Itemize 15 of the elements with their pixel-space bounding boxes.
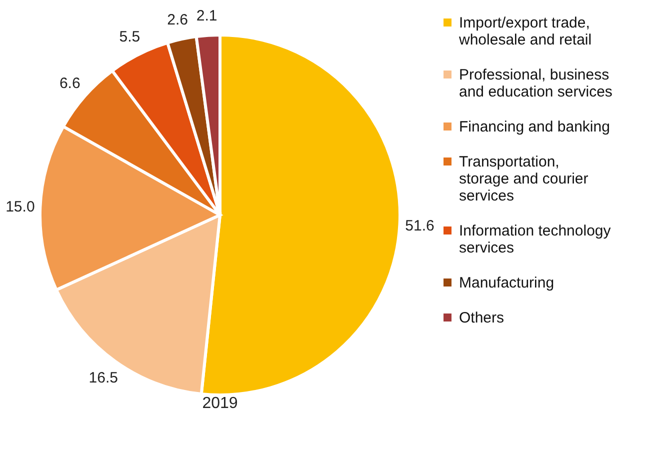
- data-label: 51.6: [405, 217, 434, 234]
- data-label: 6.6: [59, 74, 80, 92]
- legend-label: Others: [459, 310, 504, 326]
- data-label: 16.5: [88, 369, 118, 386]
- legend-label: Transportation, storage and courier services: [459, 154, 588, 204]
- data-label: 2.1: [196, 7, 218, 24]
- legend-label: Manufacturing: [459, 274, 554, 292]
- legend-label: Financing and banking: [459, 118, 610, 136]
- legend-label: Information technology services: [459, 222, 612, 256]
- legend-label: Import/export trade, wholesale and retail: [458, 14, 592, 48]
- legend-label: Professional, business and education services: [459, 66, 612, 100]
- data-label: 2.6: [167, 12, 188, 29]
- data-label: 15.0: [6, 198, 35, 216]
- data-label: 5.5: [119, 28, 140, 46]
- text: 2019: [202, 395, 238, 412]
